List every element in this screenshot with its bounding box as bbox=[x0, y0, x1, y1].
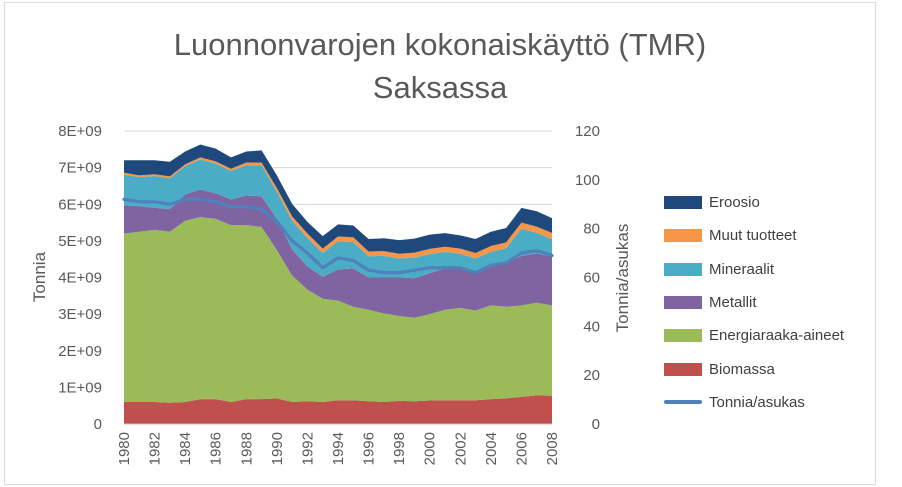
legend-swatch bbox=[664, 329, 702, 343]
x-tick-label: 1988 bbox=[238, 432, 255, 465]
stacked-areas bbox=[124, 144, 552, 424]
chart-title-line2: Saksassa bbox=[372, 70, 508, 105]
legend-item-metallit: Metallit bbox=[664, 286, 874, 319]
area-mineraalit bbox=[124, 159, 552, 279]
y-tick-label: 5E+09 bbox=[58, 233, 102, 250]
legend: Eroosio Muut tuotteet Mineraalit Metallit En… bbox=[664, 186, 874, 419]
legend-label: Muut tuotteet bbox=[709, 227, 797, 245]
legend-swatch bbox=[664, 400, 702, 405]
y2-tick-label: 120 bbox=[575, 123, 600, 140]
legend-swatch bbox=[664, 362, 702, 376]
x-tick-label: 1986 bbox=[208, 432, 225, 465]
y-tick-label: 0 bbox=[94, 416, 102, 433]
legend-swatch bbox=[664, 262, 702, 276]
line-tonnia-asukas bbox=[122, 197, 554, 275]
y-tick-label: 8E+09 bbox=[58, 123, 102, 140]
area-biomassa bbox=[124, 395, 552, 424]
legend-label: Energiaraaka-aineet bbox=[709, 327, 845, 345]
y-tick-label: 7E+09 bbox=[58, 160, 102, 177]
x-tick-label: 1990 bbox=[269, 432, 286, 465]
legend-item-tonnia-asukas: Tonnia/asukas bbox=[664, 386, 874, 419]
x-tick-label: 1992 bbox=[299, 432, 316, 465]
y-axis-ticks: 0 1E+09 2E+09 3E+09 4E+09 5E+09 6E+09 7E+09 8E+0… bbox=[58, 123, 102, 433]
y-tick-label: 3E+09 bbox=[58, 306, 102, 323]
legend-swatch bbox=[664, 296, 702, 310]
x-tick-label: 2000 bbox=[422, 432, 439, 465]
y2-tick-label: 80 bbox=[583, 221, 600, 238]
x-tick-label: 1980 bbox=[116, 432, 133, 465]
y2-tick-label: 60 bbox=[583, 270, 600, 287]
x-tick-label: 1982 bbox=[147, 432, 164, 465]
area-metallit bbox=[124, 189, 552, 318]
legend-item-energiaraaka-aineet: Energiaraaka-aineet bbox=[664, 319, 874, 352]
chart-title-line1: Luonnonvarojen kokonaiskäyttö (TMR) bbox=[173, 27, 707, 62]
x-tick-label: 2004 bbox=[483, 432, 500, 465]
x-tick-label: 2002 bbox=[452, 432, 469, 465]
y2-axis-ticks: 0 20 40 60 80 100 120 bbox=[575, 123, 600, 433]
y2-tick-label: 40 bbox=[583, 318, 600, 335]
y2-tick-label: 100 bbox=[575, 172, 600, 189]
area-eroosio bbox=[124, 144, 552, 254]
y-tick-label: 6E+09 bbox=[58, 196, 102, 213]
y2-tick-label: 20 bbox=[583, 367, 600, 384]
y-tick-label: 1E+09 bbox=[58, 379, 102, 396]
area-energiaraaka-aineet bbox=[124, 217, 552, 403]
legend-item-eroosio: Eroosio bbox=[664, 186, 874, 219]
x-tick-label: 1996 bbox=[361, 432, 378, 465]
x-tick-label: 2006 bbox=[513, 432, 530, 465]
y-tick-label: 4E+09 bbox=[58, 270, 102, 287]
x-tick-label: 1984 bbox=[177, 432, 194, 465]
x-axis-ticks: 1980 1982 1984 1986 1988 1990 1992 1994 1996 1998… bbox=[116, 432, 561, 465]
y2-tick-label: 0 bbox=[592, 416, 600, 433]
legend-swatch bbox=[664, 196, 702, 210]
per-capita-line-layer bbox=[122, 197, 554, 275]
legend-label: Tonnia/asukas bbox=[709, 393, 805, 411]
legend-label: Biomassa bbox=[709, 360, 775, 378]
legend-item-muut-tuotteet: Muut tuotteet bbox=[664, 219, 874, 252]
x-tick-label: 1998 bbox=[391, 432, 408, 465]
legend-label: Metallit bbox=[709, 294, 757, 312]
legend-item-mineraalit: Mineraalit bbox=[664, 253, 874, 286]
x-tick-label: 2008 bbox=[544, 432, 561, 465]
legend-swatch bbox=[664, 229, 702, 243]
x-tick-label: 1994 bbox=[330, 432, 347, 465]
y-tick-label: 2E+09 bbox=[58, 343, 102, 360]
y-axis-label: Tonnia bbox=[30, 251, 49, 302]
legend-label: Eroosio bbox=[709, 194, 760, 212]
area-muut-tuotteet bbox=[124, 157, 552, 259]
legend-label: Mineraalit bbox=[709, 260, 775, 278]
legend-item-biomassa: Biomassa bbox=[664, 352, 874, 385]
y2-axis-label: Tonnia/asukas bbox=[613, 224, 632, 333]
